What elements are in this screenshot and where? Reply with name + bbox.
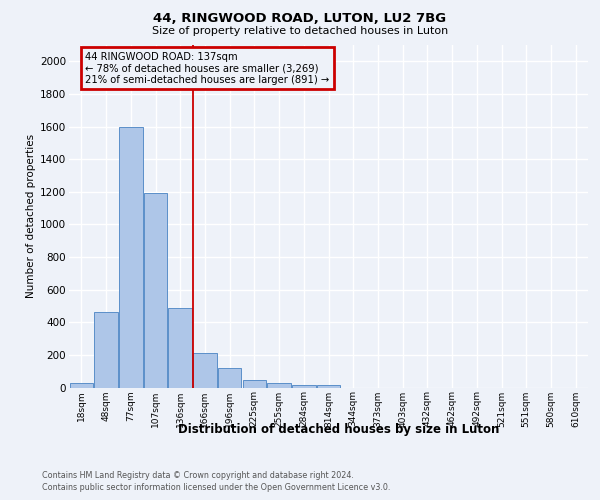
Text: 44 RINGWOOD ROAD: 137sqm
← 78% of detached houses are smaller (3,269)
21% of sem: 44 RINGWOOD ROAD: 137sqm ← 78% of detach…: [85, 52, 329, 84]
Bar: [94, 312, 118, 388]
Text: Size of property relative to detached houses in Luton: Size of property relative to detached ho…: [152, 26, 448, 36]
Bar: [144, 194, 167, 388]
Bar: [193, 353, 217, 388]
Y-axis label: Number of detached properties: Number of detached properties: [26, 134, 36, 298]
Bar: [119, 126, 143, 388]
Bar: [292, 384, 316, 388]
Text: Contains public sector information licensed under the Open Government Licence v3: Contains public sector information licen…: [42, 484, 391, 492]
Bar: [169, 308, 192, 388]
Bar: [218, 368, 241, 388]
Bar: [70, 382, 93, 388]
Text: Contains HM Land Registry data © Crown copyright and database right 2024.: Contains HM Land Registry data © Crown c…: [42, 471, 354, 480]
Text: Distribution of detached houses by size in Luton: Distribution of detached houses by size …: [178, 422, 500, 436]
Text: 44, RINGWOOD ROAD, LUTON, LU2 7BG: 44, RINGWOOD ROAD, LUTON, LU2 7BG: [154, 12, 446, 24]
Bar: [268, 383, 291, 388]
Bar: [242, 380, 266, 388]
Bar: [317, 384, 340, 388]
